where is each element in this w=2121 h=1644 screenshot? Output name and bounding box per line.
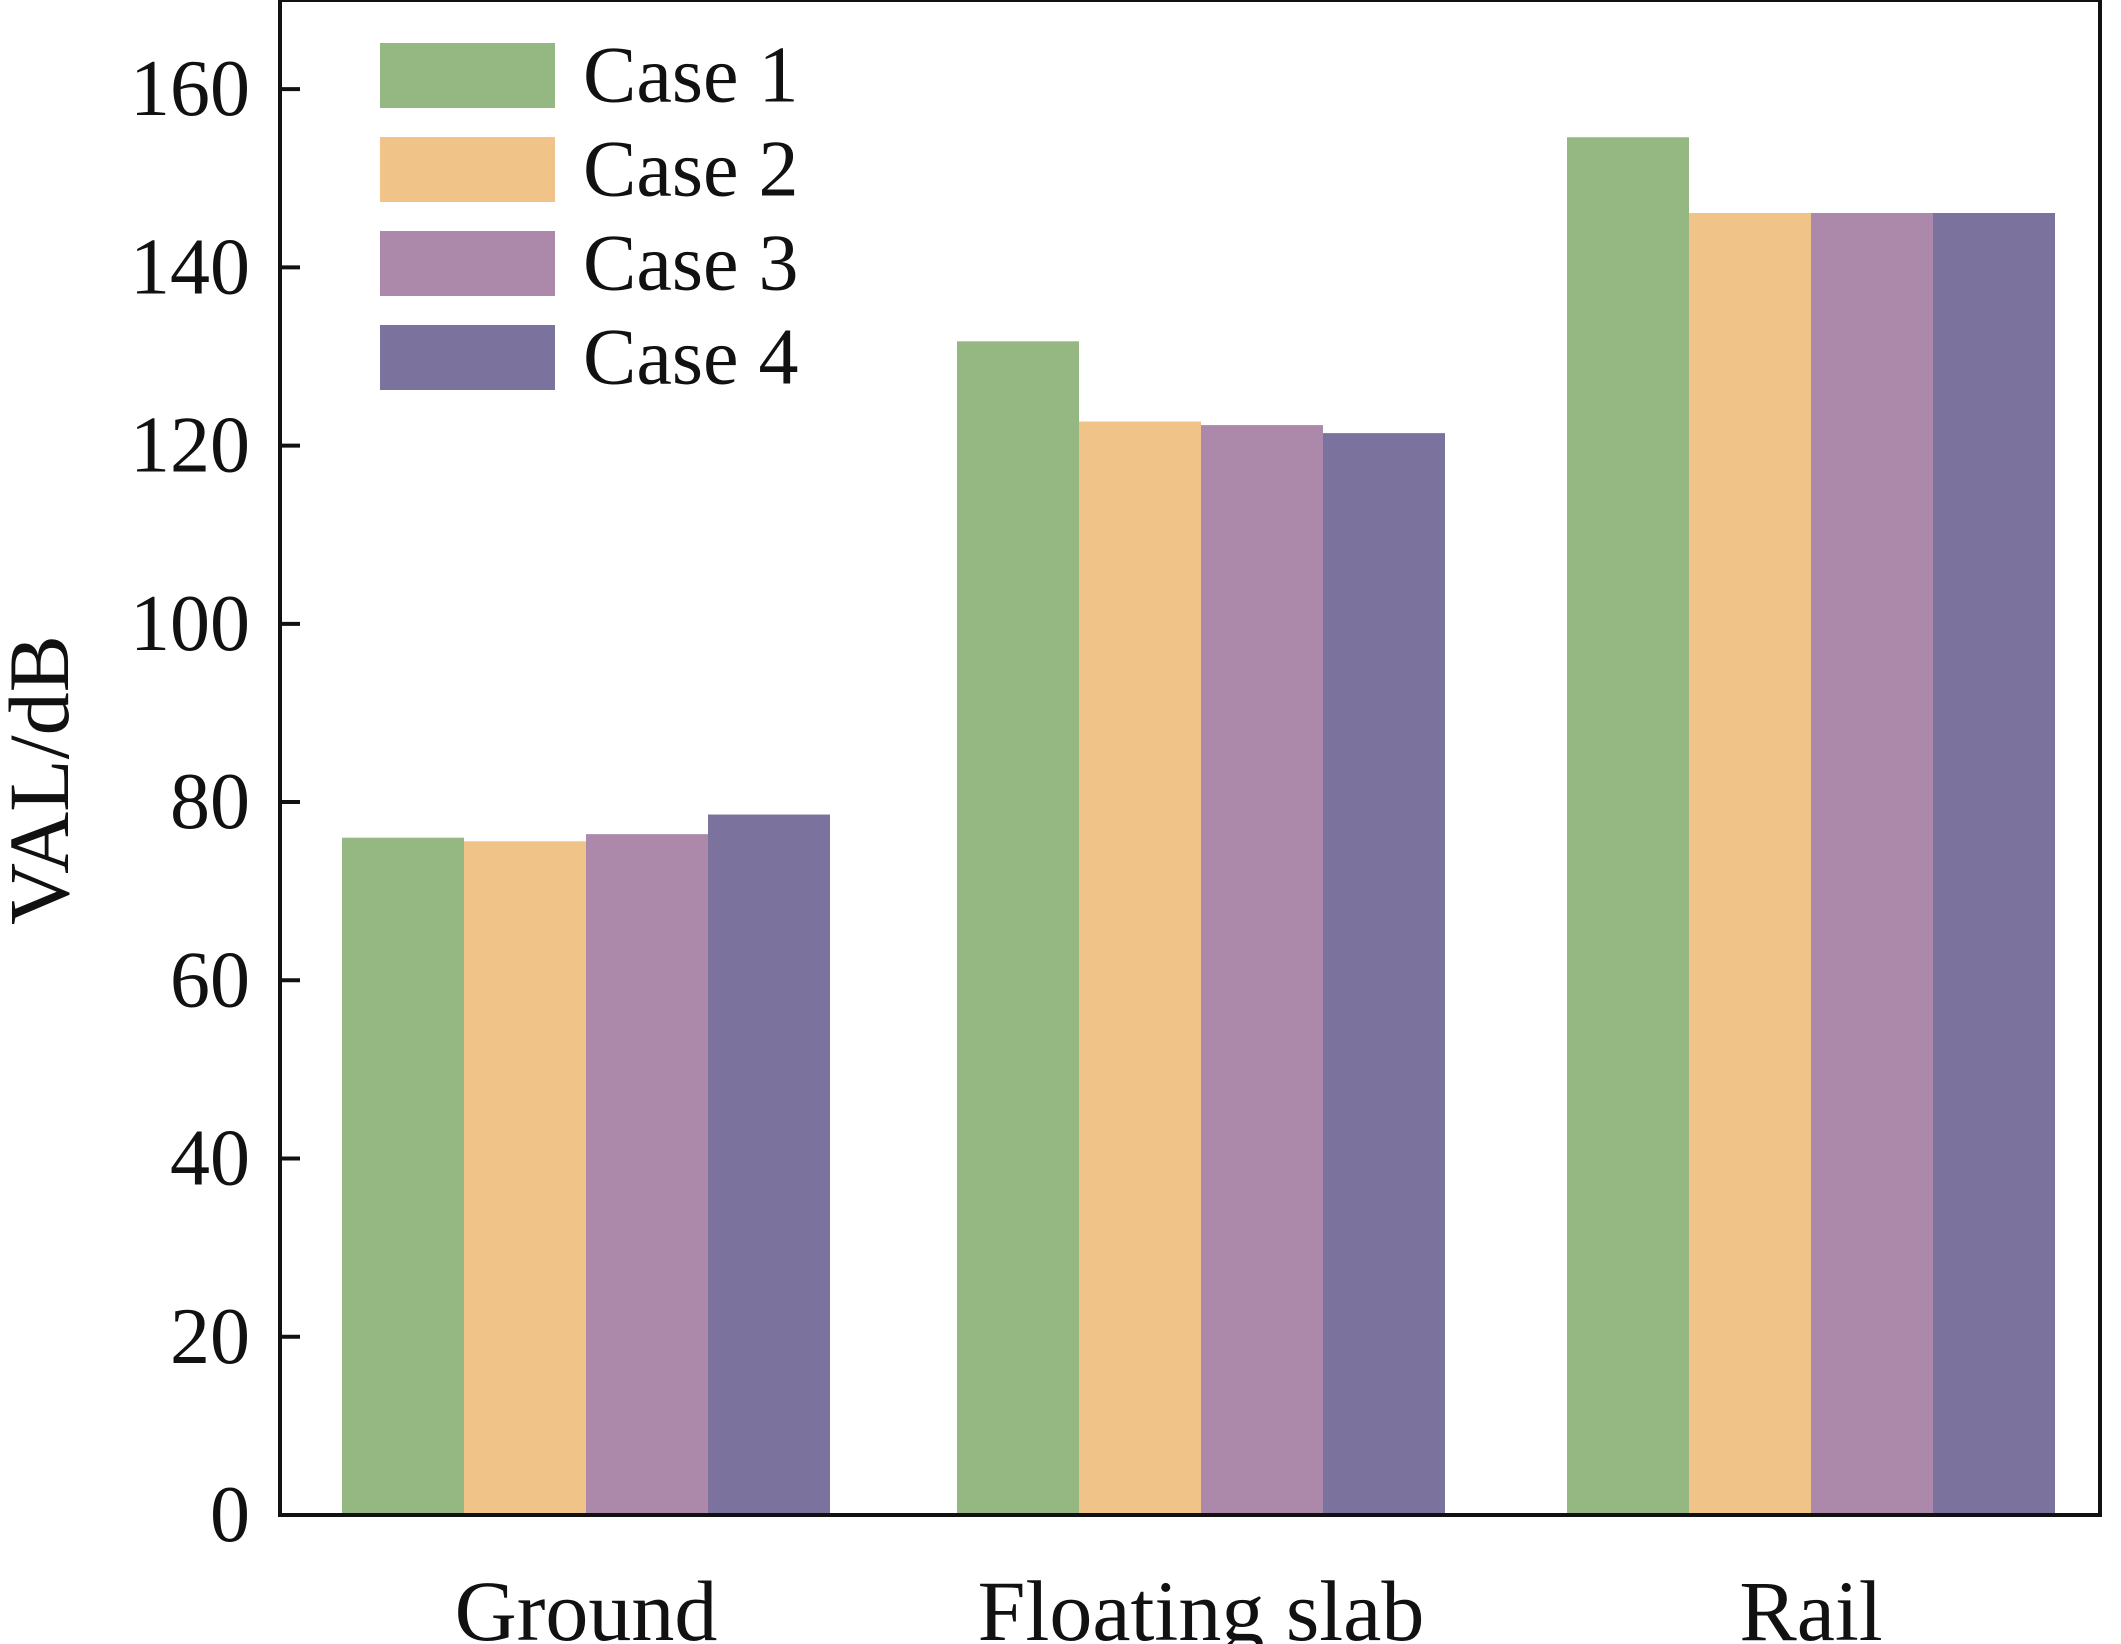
y-tick-label: 120 <box>130 402 250 490</box>
legend-label: Case 4 <box>583 314 799 402</box>
bar-floating-slab-case-4 <box>1323 433 1445 1515</box>
x-category-label: Floating slab <box>978 1563 1425 1644</box>
y-tick-label: 160 <box>130 45 250 133</box>
y-tick-label: 60 <box>170 936 250 1024</box>
plot-frame <box>278 0 2102 1517</box>
bar-rail-case-1 <box>1567 137 1689 1515</box>
bar-ground-case-1 <box>342 837 464 1515</box>
y-tick-label: 80 <box>170 758 250 846</box>
legend-swatch <box>380 231 555 296</box>
y-tick-label: 100 <box>130 580 250 668</box>
legend-label: Case 1 <box>583 32 799 120</box>
legend-label: Case 3 <box>583 220 799 308</box>
y-axis-title: VAL/dB <box>0 635 87 925</box>
bar-rail-case-4 <box>1933 212 2055 1515</box>
y-tick-label: 40 <box>170 1115 250 1203</box>
legend-swatch <box>380 325 555 390</box>
bar-rail-case-3 <box>1811 212 1933 1515</box>
x-category-label: Rail <box>1739 1563 1882 1644</box>
bar-floating-slab-case-2 <box>1079 421 1201 1515</box>
legend-swatch <box>380 137 555 202</box>
bars-layer <box>342 137 2055 1516</box>
bar-ground-case-2 <box>464 841 586 1515</box>
bar-ground-case-4 <box>708 814 830 1515</box>
x-axis: Ground Floating slab Rail <box>455 1563 1883 1644</box>
y-tick-label: 140 <box>130 223 250 311</box>
x-category-label: Ground <box>455 1563 718 1644</box>
y-tick-label: 0 <box>210 1471 250 1559</box>
y-tick-label: 20 <box>170 1293 250 1381</box>
legend-swatch <box>380 43 555 108</box>
bar-floating-slab-case-1 <box>957 341 1079 1516</box>
legend-label: Case 2 <box>583 126 799 214</box>
y-axis: 0 20 40 60 80 100 120 140 160 <box>130 45 300 1559</box>
bar-floating-slab-case-3 <box>1201 425 1323 1515</box>
bar-ground-case-3 <box>586 834 708 1515</box>
bar-rail-case-2 <box>1689 212 1811 1515</box>
